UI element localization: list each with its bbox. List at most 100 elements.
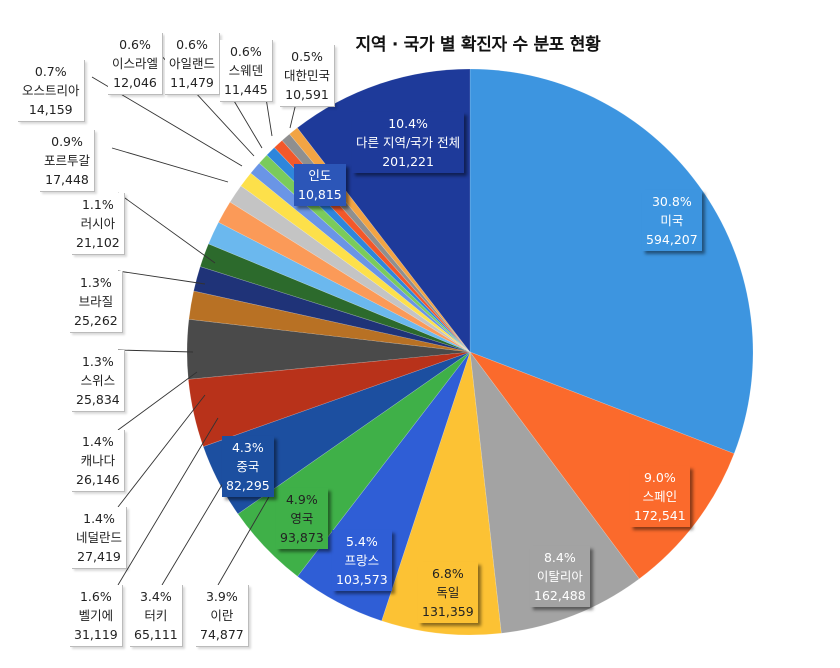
label-pct: 0.6% bbox=[176, 37, 208, 52]
label-val: 27,419 bbox=[77, 549, 121, 564]
data-label-uk: 4.9% 영국 93,873 bbox=[276, 488, 328, 549]
label-name: 러시아 bbox=[80, 216, 116, 231]
pie-slice-2 bbox=[469, 350, 640, 634]
pie-slice-7 bbox=[187, 351, 471, 447]
data-label-sweden: 0.6% 스웨덴 11,445 bbox=[220, 40, 273, 102]
data-label-france: 5.4% 프랑스 103,573 bbox=[332, 530, 392, 591]
data-label-usa: 30.8% 미국 594,207 bbox=[642, 190, 702, 251]
data-label-belgium: 1.6% 벨기에 31,119 bbox=[70, 585, 123, 647]
leader-line bbox=[117, 371, 198, 431]
data-label-turkey: 3.4% 터키 65,111 bbox=[130, 585, 183, 647]
label-name: 영국 bbox=[290, 511, 314, 526]
label-val: 131,359 bbox=[422, 604, 474, 619]
pie-slice-12 bbox=[208, 221, 471, 353]
label-val: 25,834 bbox=[76, 392, 120, 407]
leader-line bbox=[289, 102, 297, 129]
label-val: 74,877 bbox=[200, 627, 244, 642]
label-val: 93,873 bbox=[280, 530, 324, 545]
label-pct: 3.4% bbox=[139, 589, 172, 604]
pie-slices bbox=[186, 68, 754, 636]
leader-line bbox=[217, 494, 271, 586]
data-label-spain: 9.0% 스페인 172,541 bbox=[630, 466, 690, 527]
label-val: 12,046 bbox=[113, 75, 157, 90]
label-pct: 1.4% bbox=[83, 511, 115, 526]
label-pct: 1.4% bbox=[81, 434, 114, 449]
data-label-austria: 0.7% 오스트리아 14,159 bbox=[18, 60, 85, 122]
label-name: 오스트리아 bbox=[22, 83, 80, 98]
pie-slice-15 bbox=[240, 172, 471, 353]
label-val: 11,445 bbox=[224, 82, 268, 97]
data-label-germany: 6.8% 독일 131,359 bbox=[418, 562, 478, 623]
label-pct: 1.3% bbox=[81, 354, 114, 369]
data-label-portugal: 0.9% 포르투갈 17,448 bbox=[40, 130, 96, 192]
label-name: 다른 지역/국가 전체 bbox=[356, 135, 461, 150]
data-label-ireland: 0.6% 아일랜드 11,479 bbox=[165, 33, 221, 95]
label-pct: 1.3% bbox=[79, 275, 112, 290]
label-val: 162,488 bbox=[534, 588, 586, 603]
label-val: 14,159 bbox=[28, 102, 73, 117]
data-label-russia: 1.1% 러시아 21,102 bbox=[72, 193, 125, 255]
label-name: 스페인 bbox=[642, 489, 678, 504]
label-val: 82,295 bbox=[226, 478, 270, 493]
leader-line bbox=[117, 270, 206, 285]
label-name: 이탈리아 bbox=[536, 569, 583, 584]
label-name: 포르투갈 bbox=[44, 153, 91, 168]
label-name: 미국 bbox=[660, 213, 684, 228]
pie-slice-0 bbox=[469, 68, 754, 455]
label-pct: 9.0% bbox=[643, 470, 676, 485]
pie-slice-9 bbox=[188, 290, 471, 353]
label-val: 17,448 bbox=[45, 172, 89, 187]
label-pct: 0.6% bbox=[229, 44, 262, 59]
label-pct: 3.9% bbox=[205, 589, 238, 604]
leader-line bbox=[117, 417, 219, 586]
data-label-india: 인도 10,815 bbox=[294, 164, 346, 206]
label-val: 10,591 bbox=[285, 87, 329, 102]
data-label-italy: 8.4% 이탈리아 162,488 bbox=[530, 546, 590, 607]
label-pct: 1.6% bbox=[79, 589, 112, 604]
label-name: 아일랜드 bbox=[169, 56, 216, 71]
label-pct: 10.4% bbox=[388, 116, 428, 131]
label-val: 594,207 bbox=[646, 232, 698, 247]
label-name: 프랑스 bbox=[344, 553, 380, 568]
label-pct: 6.8% bbox=[431, 566, 464, 581]
label-pct: 30.8% bbox=[651, 194, 692, 209]
label-val: 103,573 bbox=[336, 572, 388, 587]
label-pct: 0.5% bbox=[291, 49, 323, 64]
label-val: 65,111 bbox=[134, 627, 178, 642]
label-name: 캐나다 bbox=[80, 453, 116, 468]
pie-slice-16 bbox=[250, 162, 471, 353]
label-val: 31,119 bbox=[74, 627, 118, 642]
data-label-netherlands: 1.4% 네덜란드 27,419 bbox=[72, 507, 128, 569]
data-label-korea: 0.5% 대한민국 10,591 bbox=[280, 45, 336, 107]
label-name: 인도 bbox=[308, 168, 332, 183]
label-name: 스위스 bbox=[80, 373, 116, 388]
label-name: 네덜란드 bbox=[76, 530, 123, 545]
label-name: 중국 bbox=[236, 459, 260, 474]
pie-slice-8 bbox=[186, 318, 471, 380]
label-val: 172,541 bbox=[634, 508, 686, 523]
label-val: 26,146 bbox=[76, 472, 120, 487]
label-name: 벨기에 bbox=[78, 608, 114, 623]
leader-line bbox=[117, 192, 216, 264]
label-pct: 1.1% bbox=[81, 197, 114, 212]
data-label-israel: 0.6% 이스라엘 12,046 bbox=[108, 33, 164, 95]
leader-line bbox=[161, 467, 233, 586]
data-label-iran: 3.9% 이란 74,877 bbox=[196, 585, 249, 647]
pie-slice-10 bbox=[193, 266, 471, 353]
label-pct: 8.4% bbox=[543, 550, 576, 565]
label-val: 201,221 bbox=[382, 154, 434, 169]
label-pct: 5.4% bbox=[345, 534, 378, 549]
data-label-brazil: 1.3% 브라질 25,262 bbox=[70, 271, 123, 333]
pie-slice-14 bbox=[229, 185, 471, 353]
leader-line bbox=[117, 349, 194, 353]
leader-line bbox=[117, 394, 206, 508]
label-pct: 4.9% bbox=[285, 492, 318, 507]
label-pct: 0.7% bbox=[34, 64, 67, 79]
label-name: 브라질 bbox=[78, 294, 114, 309]
pie-slice-13 bbox=[218, 201, 471, 353]
label-pct: 0.6% bbox=[119, 37, 151, 52]
label-name: 독일 bbox=[436, 585, 460, 600]
data-label-switzerland: 1.3% 스위스 25,834 bbox=[72, 350, 125, 412]
label-val: 21,102 bbox=[76, 235, 120, 250]
